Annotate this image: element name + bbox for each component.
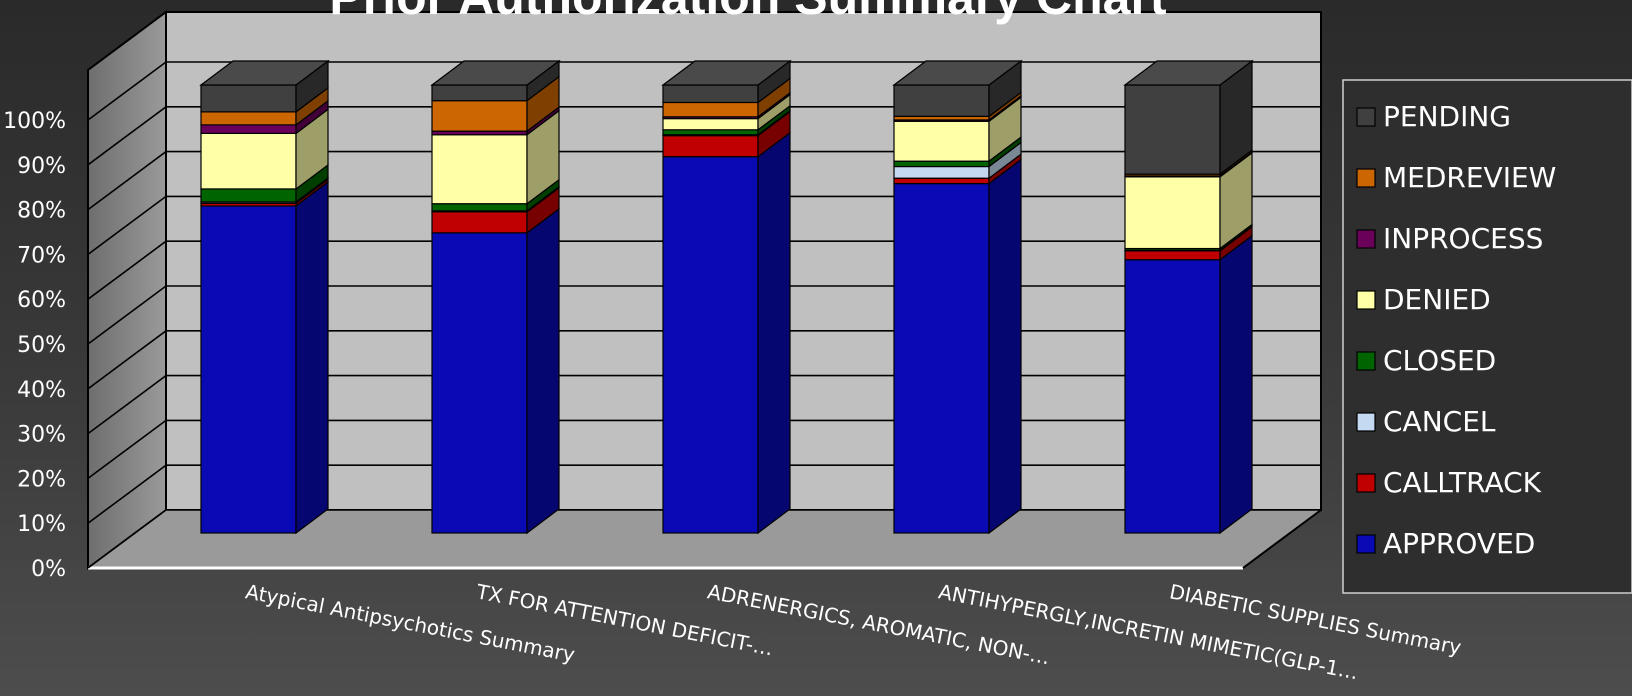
legend-swatch (1356, 473, 1376, 493)
y-tick-label: 50% (17, 333, 66, 358)
floor-edge (1242, 509, 1322, 569)
bar-face (893, 182, 990, 534)
bar-segment-pending (892, 59, 1023, 118)
legend-swatch (1356, 290, 1376, 310)
bar-segment-denied (200, 108, 329, 191)
y-tick-label: 20% (17, 467, 66, 492)
bar-face (200, 84, 297, 113)
legend-label: MEDREVIEW (1383, 161, 1556, 194)
legend-label: PENDING (1383, 100, 1511, 133)
y-tick-label: 10% (17, 512, 66, 537)
bar-face (893, 120, 990, 162)
legend-label: DENIED (1383, 283, 1491, 316)
bar-side (757, 131, 791, 535)
bar-segment-pending (199, 59, 330, 114)
bar-face (662, 84, 759, 104)
y-tick-label: 30% (17, 423, 66, 448)
bar-segment-closed (200, 163, 329, 204)
bar-face (200, 111, 297, 126)
floor (88, 510, 1321, 568)
y-tick-label: 90% (17, 154, 66, 179)
legend-swatch (1356, 412, 1376, 432)
x-category-label: ANTIHYPERGLY,INCRETIN MIMETIC(GLP-1… (937, 579, 1361, 684)
bar-segment-approved (200, 180, 329, 535)
bar-side (1219, 234, 1253, 535)
bar-top (892, 60, 1023, 86)
bar-face (662, 129, 759, 136)
bar-segment-denied (431, 109, 560, 205)
bar-segment-medreview (431, 75, 560, 133)
legend-label: INPROCESS (1383, 222, 1543, 255)
bar-face (893, 160, 990, 168)
y-tick-label: 40% (17, 378, 66, 403)
y-tick-label: 80% (17, 199, 66, 224)
bar-face (200, 205, 297, 534)
bar-segment-approved (662, 131, 791, 535)
bar-top (430, 60, 561, 86)
bar-face (1124, 176, 1221, 250)
legend-box (1342, 79, 1632, 594)
bar-segment-denied (1124, 151, 1253, 250)
legend-swatch (1356, 534, 1376, 554)
bar-segment-pending (661, 59, 792, 104)
y-tick-label: 70% (17, 243, 66, 268)
legend-swatch (1356, 107, 1376, 127)
bar-segment-approved (431, 207, 560, 535)
bar-face (431, 100, 528, 132)
bar-face (893, 84, 990, 117)
bar-top (199, 60, 330, 86)
bar-face (1124, 84, 1221, 175)
legend-label: CALLTRACK (1383, 466, 1542, 499)
bar-side (295, 180, 329, 535)
bar-top (1123, 60, 1254, 86)
legend-label: CANCEL (1383, 405, 1496, 438)
bar-face (893, 165, 990, 179)
bar-face (662, 101, 759, 118)
legend-swatch (1356, 168, 1376, 188)
legend-label: APPROVED (1383, 527, 1535, 560)
y-tick-label: 60% (17, 288, 66, 313)
bar-segment-closed (662, 104, 791, 136)
bar-segment-approved (893, 158, 1022, 535)
bar-face (1124, 259, 1221, 534)
chart-title: Prior Authorization Summary Chart (329, 0, 1166, 25)
bar-face (662, 117, 759, 131)
bar-face (893, 177, 990, 185)
bar-face (431, 84, 528, 102)
bar-face (200, 124, 297, 134)
bar-side (988, 158, 1022, 535)
bar-segment-denied (893, 96, 1022, 163)
bar-face (431, 203, 528, 212)
bar-face (431, 134, 528, 205)
y-tick-label: 0% (31, 557, 66, 582)
bar-segment-pending (1123, 59, 1254, 176)
legend-label: CLOSED (1383, 344, 1496, 377)
bar-face (200, 188, 297, 203)
legend-swatch (1356, 351, 1376, 371)
bar-side (526, 207, 560, 535)
bar-face (662, 156, 759, 534)
bar-segment-pending (430, 59, 561, 102)
bar-face (431, 211, 528, 234)
bar-segment-approved (1124, 234, 1253, 535)
bar-segment-medreview (662, 77, 791, 119)
bar-face (431, 232, 528, 534)
bar-face (662, 135, 759, 158)
bar-segment-medreview (200, 86, 329, 127)
y-tick-label: 100% (3, 109, 66, 134)
bar-face (1124, 250, 1221, 261)
bar-top (661, 60, 792, 86)
bar-face (200, 132, 297, 190)
legend-swatch (1356, 229, 1376, 249)
